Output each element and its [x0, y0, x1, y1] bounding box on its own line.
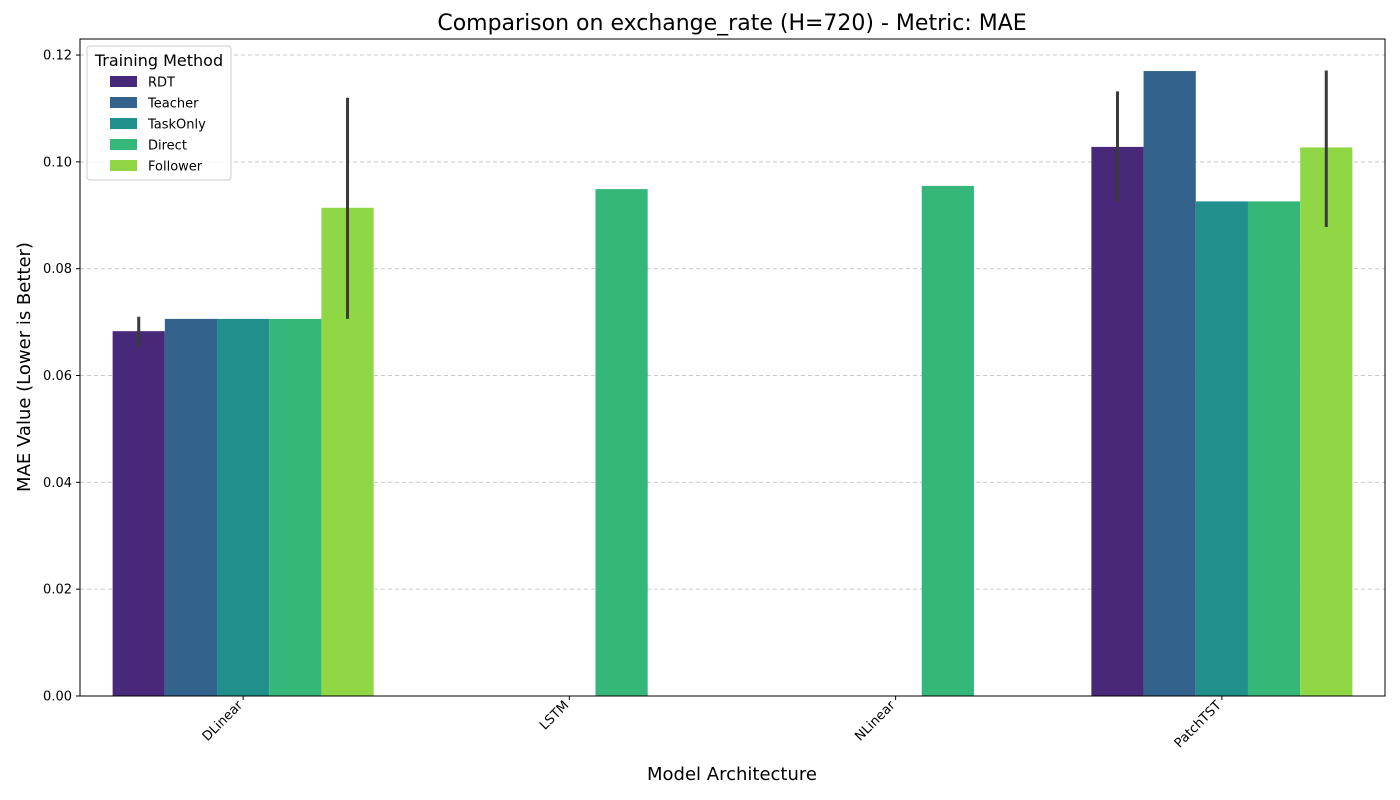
legend-swatch	[110, 139, 137, 150]
legend-label: Follower	[148, 160, 203, 175]
legend-swatch	[110, 76, 137, 87]
x-tick-label: LSTM	[537, 698, 572, 733]
legend-swatch	[110, 160, 137, 171]
y-tick-label: 0.04	[43, 476, 72, 491]
x-axis-title: Model Architecture	[647, 764, 817, 785]
legend-label: Direct	[148, 139, 187, 154]
legend-items: RDT Teacher TaskOnly Direct Follower	[110, 76, 206, 175]
y-axis-title: MAE Value (Lower is Better)	[14, 242, 35, 492]
chart-title: Comparison on exchange_rate (H=720) - Me…	[437, 11, 1026, 36]
legend-label: Teacher	[147, 97, 199, 112]
legend-label: RDT	[148, 76, 175, 91]
bar-direct-lstm	[595, 189, 648, 696]
bar-rdt-patchtst	[1091, 146, 1144, 696]
legend-swatch	[110, 118, 137, 129]
x-axis: DLinear LSTM NLinear PatchTST	[200, 696, 1225, 751]
legend-title: Training Method	[94, 51, 223, 70]
y-axis: 0.00 0.02 0.04 0.06 0.08 0.10 0.12	[43, 49, 80, 705]
legend-label: TaskOnly	[147, 118, 206, 133]
bar-rdt-dlinear	[112, 331, 165, 696]
y-tick-label: 0.02	[43, 583, 72, 598]
bar-taskonly-dlinear	[217, 318, 270, 696]
y-tick-label: 0.08	[43, 262, 72, 277]
bar-direct-nlinear	[921, 185, 974, 696]
bar-teacher-patchtst	[1143, 71, 1196, 697]
y-tick-label: 0.00	[43, 690, 72, 705]
x-tick-label: DLinear	[200, 698, 247, 745]
bar-teacher-dlinear	[164, 318, 218, 696]
x-tick-label: PatchTST	[1172, 698, 1225, 751]
bar-taskonly-patchtst	[1195, 201, 1248, 696]
bar-direct-patchtst	[1247, 201, 1301, 696]
bar-direct-dlinear	[269, 318, 322, 696]
y-tick-label: 0.06	[43, 369, 72, 384]
error-bars	[137, 70, 1328, 347]
x-tick-label: NLinear	[852, 698, 899, 745]
bar-follower-patchtst	[1300, 147, 1353, 696]
plot-frame	[79, 38, 1386, 697]
legend-swatch	[110, 97, 137, 108]
y-tick-label: 0.10	[43, 155, 72, 170]
bars	[112, 71, 1353, 697]
y-tick-label: 0.12	[43, 49, 72, 64]
legend: Training Method RDT Teacher TaskOnly Direct…	[86, 45, 232, 181]
